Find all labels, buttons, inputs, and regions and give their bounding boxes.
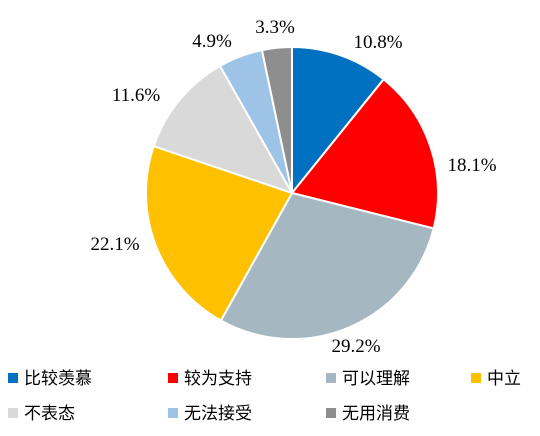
pie-slice xyxy=(290,77,439,230)
legend-item: 无法接受 xyxy=(168,404,252,424)
slice-labels: 10.8% 18.1% 29.2% 22.1% 11.6% 4.9% 3.3% xyxy=(90,17,496,357)
legend-item: 可以理解 xyxy=(326,369,410,389)
legend-item: 不表态 xyxy=(8,404,75,424)
legend-label: 无用消费 xyxy=(342,404,410,424)
slice-data-label: 11.6% xyxy=(112,85,161,106)
slice-data-label: 4.9% xyxy=(192,31,232,52)
legend-swatch xyxy=(168,373,178,383)
legend-label: 可以理解 xyxy=(342,369,410,389)
legend-swatch xyxy=(471,373,481,383)
pie-slice xyxy=(291,45,386,196)
pie-slice xyxy=(260,45,293,194)
legend-label: 较为支持 xyxy=(184,369,252,389)
pie-slice xyxy=(219,191,435,340)
legend-swatch xyxy=(8,408,18,418)
slice-data-label: 29.2% xyxy=(331,336,380,357)
slice-data-label: 3.3% xyxy=(255,17,295,38)
legend-label: 无法接受 xyxy=(184,404,252,424)
pie-slices xyxy=(144,45,439,340)
slice-data-label: 18.1% xyxy=(447,155,496,176)
legend-item: 中立 xyxy=(471,369,521,389)
legend-swatch xyxy=(8,373,18,383)
legend-swatch xyxy=(168,408,178,418)
slice-data-label: 22.1% xyxy=(90,234,139,255)
pie-slice xyxy=(152,64,295,195)
legend-item: 较为支持 xyxy=(168,369,252,389)
legend-item: 无用消费 xyxy=(326,404,410,424)
pie-slice xyxy=(144,144,294,322)
legend-label: 不表态 xyxy=(24,404,75,424)
legend-swatch xyxy=(326,408,336,418)
legend-swatch xyxy=(326,373,336,383)
slice-data-label: 10.8% xyxy=(353,32,402,53)
legend-label: 中立 xyxy=(487,369,521,389)
legend-item: 比较羡慕 xyxy=(8,369,92,389)
legend-label: 比较羡慕 xyxy=(24,369,92,389)
